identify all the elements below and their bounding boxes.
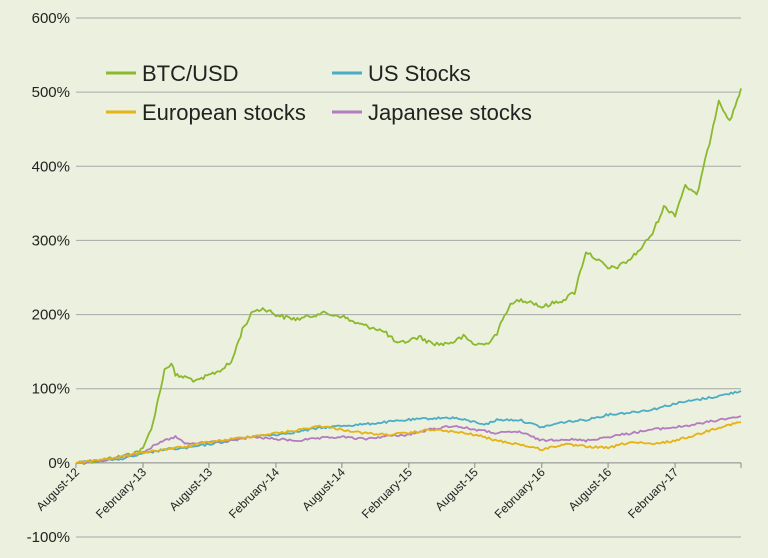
series-lines xyxy=(75,88,742,466)
x-tick-label: August-12 xyxy=(34,465,83,514)
x-tick-label: August-15 xyxy=(432,465,481,514)
x-tick-label: February-15 xyxy=(359,465,415,521)
x-tick-label: February-13 xyxy=(93,465,149,521)
legend-label-btc-usd: BTC/USD xyxy=(142,61,239,86)
series-line-european-stocks xyxy=(75,421,742,464)
legend-label-japanese-stocks: Japanese stocks xyxy=(368,100,532,125)
x-tick-label: August-13 xyxy=(166,465,215,514)
y-tick-label: -100% xyxy=(27,529,70,546)
legend: BTC/USD US Stocks European stocks Japanese … xyxy=(106,61,532,125)
y-tick-label: 200% xyxy=(32,307,70,324)
y-tick-label: 100% xyxy=(32,381,70,398)
x-tick-label: August-14 xyxy=(299,465,348,514)
y-tick-label: 600% xyxy=(32,10,70,27)
legend-label-european-stocks: European stocks xyxy=(142,100,306,125)
legend-label-us-stocks: US Stocks xyxy=(368,61,471,86)
series-line-us-stocks xyxy=(75,390,742,464)
y-tick-label: 300% xyxy=(32,232,70,249)
x-tick-label: February-17 xyxy=(625,465,681,521)
y-tick-label: 500% xyxy=(32,84,70,101)
y-axis-ticks: -100% 0% 100% 200% 300% 400% 500% 600% xyxy=(27,10,70,546)
series-line-japanese-stocks xyxy=(75,415,742,465)
x-tick-label: February-16 xyxy=(492,465,548,521)
x-tick-label: August-16 xyxy=(566,465,615,514)
grid-lines xyxy=(75,17,742,538)
y-tick-label: 0% xyxy=(48,455,70,472)
series-line-btc-usd xyxy=(75,88,742,466)
x-axis-ticks: August-12 February-13 August-13 February-14… xyxy=(34,465,682,521)
y-tick-label: 400% xyxy=(32,158,70,175)
x-tick-label: February-14 xyxy=(226,465,282,521)
